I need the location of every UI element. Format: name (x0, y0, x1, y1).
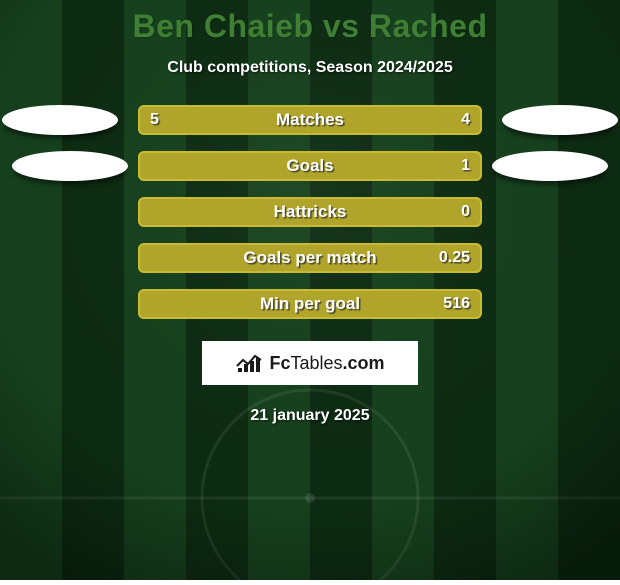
stat-bar: Min per goal516 (138, 289, 482, 319)
stat-row: Goals per match0.25 (0, 243, 620, 273)
logo-text: FcTables.com (269, 353, 384, 374)
logo-part-c: .com (343, 353, 385, 373)
stat-fill-right (138, 151, 482, 181)
subtitle: Club competitions, Season 2024/2025 (167, 59, 452, 77)
stat-bar: Matches54 (138, 105, 482, 135)
logo-part-a: Fc (269, 353, 290, 373)
content: Ben Chaieb vs Rached Club competitions, … (0, 0, 620, 580)
stat-bar: Goals per match0.25 (138, 243, 482, 273)
player-oval (2, 105, 118, 135)
logo-part-b: Tables (290, 353, 342, 373)
logo-box[interactable]: FcTables.com (202, 341, 418, 385)
player-b-name: Rached (369, 8, 488, 44)
stat-row: Hattricks0 (0, 197, 620, 227)
player-oval (12, 151, 128, 181)
stat-fill-right (329, 105, 482, 135)
player-oval (492, 151, 608, 181)
date-line: 21 january 2025 (250, 407, 369, 425)
logo-chart-icon (235, 352, 263, 374)
stat-row: Min per goal516 (0, 289, 620, 319)
stat-rows: Matches54 Goals1 Hattricks0 Goals per match… (0, 105, 620, 319)
stat-fill-left (138, 105, 329, 135)
stat-fill-right (138, 289, 482, 319)
stat-fill-right (138, 243, 482, 273)
player-a-name: Ben Chaieb (133, 8, 314, 44)
player-oval (502, 105, 618, 135)
page-title: Ben Chaieb vs Rached (133, 8, 488, 45)
stat-fill-right (138, 197, 482, 227)
stat-bar: Goals1 (138, 151, 482, 181)
title-vs: vs (323, 8, 360, 44)
stat-bar: Hattricks0 (138, 197, 482, 227)
